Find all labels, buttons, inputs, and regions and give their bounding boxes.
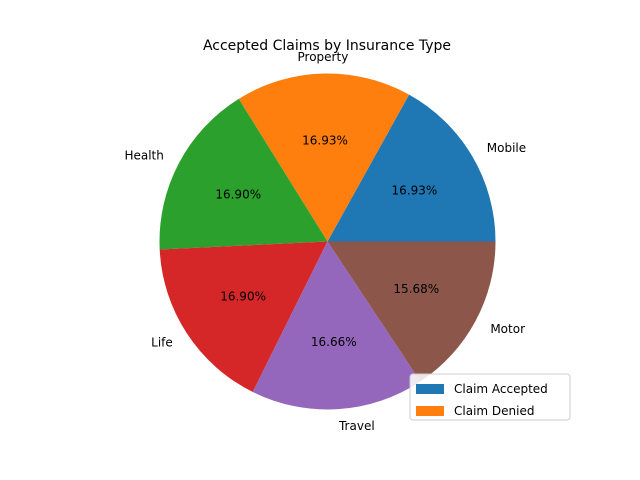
legend: Claim Accepted Claim Denied xyxy=(409,373,571,421)
legend-swatch-0 xyxy=(416,384,444,394)
pie-slice-motor xyxy=(327,241,496,382)
slice-percent-travel: 16.66% xyxy=(311,335,357,349)
legend-swatch-1 xyxy=(416,406,444,416)
slice-label-life: Life xyxy=(151,336,173,350)
pie-slice-property xyxy=(238,73,410,242)
pie-slice-health xyxy=(159,98,328,250)
slice-percent-health: 16.90% xyxy=(215,188,261,202)
slice-label-mobile: Mobile xyxy=(487,141,526,155)
pie-slice-travel xyxy=(252,241,421,410)
slice-percent-life: 16.90% xyxy=(220,290,266,304)
slice-percent-property: 16.93% xyxy=(302,134,348,148)
slice-label-motor: Motor xyxy=(490,322,525,336)
legend-label-0: Claim Accepted xyxy=(454,382,548,396)
slice-percent-mobile: 16.93% xyxy=(391,183,437,197)
chart-title: Accepted Claims by Insurance Type xyxy=(203,38,451,54)
slice-label-health: Health xyxy=(124,149,163,163)
legend-frame xyxy=(409,373,571,421)
slice-percent-motor: 15.68% xyxy=(393,282,439,296)
pie-slices: Mobile 16.93% Property 16.93% Health 16.90% Li… xyxy=(124,50,526,433)
slice-label-property: Property xyxy=(298,50,349,64)
pie-slice-life xyxy=(159,241,328,392)
slice-label-travel: Travel xyxy=(338,419,375,433)
pie-slice-mobile xyxy=(327,94,496,242)
legend-label-1: Claim Denied xyxy=(454,404,534,418)
